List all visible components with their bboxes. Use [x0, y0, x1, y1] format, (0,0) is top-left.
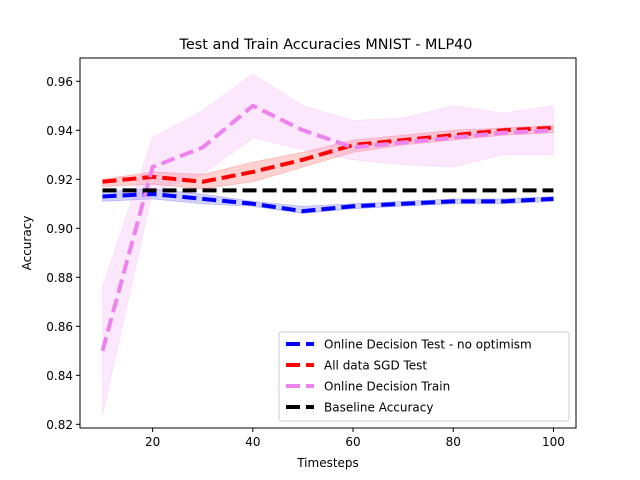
chart-title: Test and Train Accuracies MNIST - MLP40	[179, 37, 473, 53]
y-tick-label: 0.84	[46, 369, 73, 383]
x-tick-label: 100	[542, 435, 565, 449]
legend-label-online-decision-train: Online Decision Train	[324, 380, 450, 394]
x-tick-label: 60	[345, 435, 360, 449]
y-axis-ticks: 0.82 0.84 0.86 0.88 0.90 0.92 0.94 0.96	[46, 75, 80, 432]
legend-label-baseline-accuracy: Baseline Accuracy	[324, 401, 433, 415]
legend-box	[278, 331, 570, 422]
legend: Online Decision Test - no optimism All da…	[278, 331, 570, 422]
y-tick-label: 0.96	[46, 75, 73, 89]
y-tick-label: 0.88	[46, 271, 73, 285]
legend-label-online-decision-test-no-optimism: Online Decision Test - no optimism	[324, 338, 532, 352]
x-tick-label: 20	[145, 435, 160, 449]
x-axis-label: Timesteps	[296, 456, 359, 470]
x-axis-ticks: 20 40 60 80 100	[145, 428, 565, 449]
x-tick-label: 40	[245, 435, 260, 449]
confidence-band-online-decision-train	[102, 73, 554, 415]
series-line-online-decision-test-no-optimism	[102, 191, 554, 214]
y-axis-label: Accuracy	[20, 216, 34, 271]
series-line-online-decision-train	[100, 103, 554, 352]
confidence-band-all-data-sgd-test	[102, 125, 554, 190]
legend-label-all-data-sgd-test: All data SGD Test	[324, 359, 427, 373]
plot-area-frame	[79, 57, 577, 429]
series-line-all-data-sgd-test	[102, 125, 554, 184]
y-tick-label: 0.92	[46, 173, 73, 187]
y-tick-label: 0.90	[46, 222, 73, 236]
series-lines	[100, 103, 554, 352]
x-tick-label: 80	[446, 435, 461, 449]
y-tick-label: 0.94	[46, 124, 73, 138]
y-tick-label: 0.86	[46, 320, 73, 334]
y-tick-label: 0.82	[46, 418, 73, 432]
